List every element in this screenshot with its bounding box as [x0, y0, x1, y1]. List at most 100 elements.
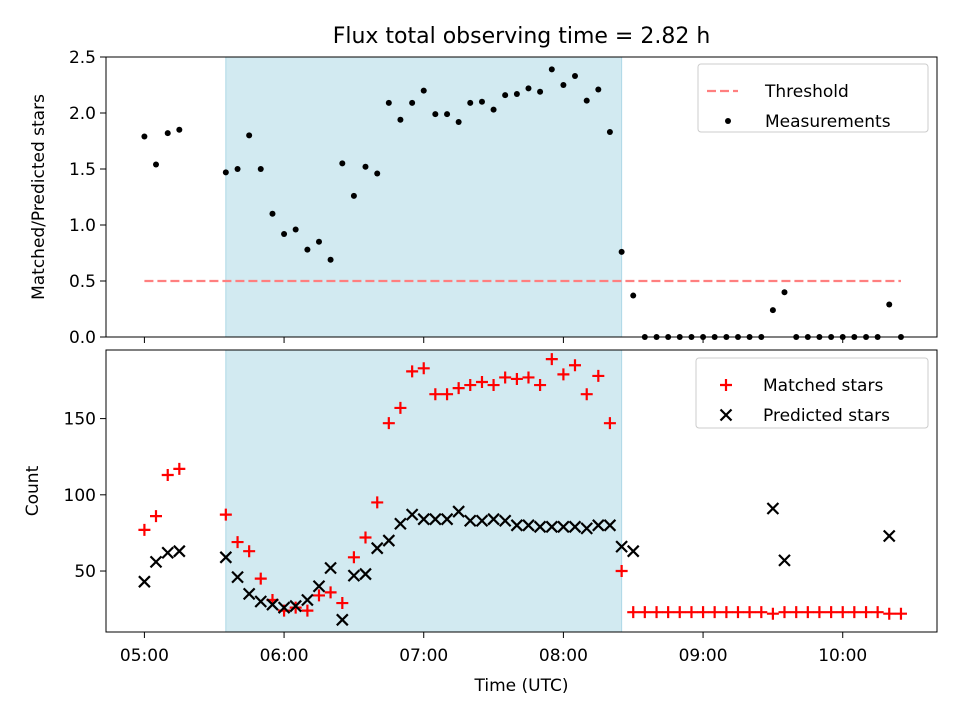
x-axis-label: Time (UTC): [474, 676, 569, 696]
legend-measurement-swatch: [725, 118, 731, 124]
legend-predicted-swatch: [719, 408, 733, 422]
predicted-star-point: [242, 587, 256, 601]
predicted-star-point: [173, 544, 186, 558]
measurement-point: [269, 210, 276, 217]
measurement-point: [583, 97, 590, 104]
bottom-x-ticks: 05:00 06:00 07:00 08:00 09:00 10:00: [120, 632, 867, 666]
predicted-star-point: [394, 517, 407, 531]
matched-star-point: [883, 607, 896, 620]
measurement-point: [630, 292, 637, 299]
matched-star-point: [161, 468, 174, 481]
top-y-tick-label: 1.5: [69, 160, 96, 180]
measurement-point: [618, 248, 625, 255]
x-tick-label: 09:00: [679, 646, 728, 666]
matched-star-point: [662, 606, 675, 619]
top-y-ticks: 0.0 0.5 1.0 1.5 2.0 2.5: [69, 48, 106, 348]
predicted-star-point: [324, 561, 337, 575]
predicted-star-point: [417, 512, 431, 526]
matched-star-point: [150, 510, 162, 523]
bottom-legend: Matched stars Predicted stars: [695, 357, 929, 429]
observing-region-top: [225, 56, 623, 338]
measurement-point: [537, 88, 544, 95]
matched-star-point: [708, 606, 721, 619]
matched-star-point: [801, 606, 814, 619]
top-y-tick-label: 2.5: [69, 48, 96, 68]
matched-star-point: [871, 606, 884, 619]
matched-star-point: [836, 606, 849, 619]
matched-star-point: [731, 606, 744, 619]
measurement-point: [362, 163, 369, 170]
predicted-star-point: [580, 522, 594, 535]
matched-star-point: [382, 417, 395, 430]
matched-star-point: [534, 379, 547, 392]
predicted-star-point: [557, 520, 570, 534]
measurement-point: [339, 160, 346, 167]
predicted-star-point: [626, 544, 640, 558]
measurement-point: [478, 98, 485, 105]
predicted-star-point: [219, 551, 233, 564]
legend-label: Matched stars: [763, 376, 883, 396]
bottom-y-axis-label: Count: [23, 465, 43, 516]
matched-star-point: [510, 372, 523, 385]
measurement-point: [304, 246, 311, 253]
matched-star-point: [766, 607, 779, 620]
matched-star-point: [603, 417, 616, 430]
measurement-point: [525, 85, 532, 92]
x-tick-label: 10:00: [818, 646, 867, 666]
bottom-y-tick-label: 150: [64, 410, 96, 430]
matched-star-point: [545, 353, 558, 366]
x-tick-label: 08:00: [539, 646, 588, 666]
matched-star-point: [557, 368, 570, 381]
measurement-point: [246, 132, 253, 139]
matched-star-point: [743, 606, 756, 619]
matched-star-point: [452, 382, 465, 395]
predicted-star-point: [289, 599, 302, 613]
measurement-point: [490, 106, 497, 113]
top-y-tick-label: 0.5: [69, 272, 96, 292]
measurement-point: [141, 133, 148, 140]
predicted-star-point: [347, 569, 361, 582]
predicted-star-point: [487, 512, 500, 526]
predicted-star-point: [510, 519, 524, 532]
measurement-point: [455, 118, 462, 125]
measurement-point: [234, 166, 241, 172]
measurement-point: [350, 192, 357, 199]
predicted-star-point: [405, 508, 419, 521]
matched-star-point: [627, 606, 640, 619]
matched-star-point: [615, 565, 628, 578]
observing-region-bottom: [225, 349, 623, 633]
matched-star-point: [568, 359, 581, 372]
measurement-point: [292, 226, 299, 233]
matched-star-point: [336, 597, 349, 610]
matched-star-point: [848, 606, 861, 619]
matched-star-point: [173, 462, 186, 475]
legend-box: [697, 63, 929, 133]
x-tick-label: 07:00: [399, 646, 448, 666]
measurement-point: [152, 161, 159, 168]
measurement-point: [513, 90, 520, 97]
measurement-point: [281, 230, 288, 237]
measurement-point: [444, 111, 451, 118]
matched-star-point: [254, 572, 267, 585]
predicted-star-point: [429, 512, 442, 526]
matched-star-point: [441, 388, 454, 401]
predicted-star-point: [336, 613, 349, 627]
predicted-star-point: [475, 514, 489, 528]
predicted-star-point: [149, 555, 163, 569]
measurement-point: [385, 99, 392, 106]
matched-star-point: [522, 371, 535, 384]
top-panel: 0.0 0.5 1.0 1.5 2.0 2.5 Flux total observing …: [29, 24, 938, 348]
matched-star-point: [697, 606, 710, 619]
matched-star-point: [429, 388, 442, 401]
measurement-point: [886, 301, 893, 308]
predicted-star-point: [370, 541, 384, 555]
matched-star-point: [487, 379, 500, 392]
predicted-star-point: [463, 514, 477, 528]
x-tick-label: 06:00: [260, 646, 309, 666]
matched-star-point: [685, 606, 698, 619]
measurement-point: [420, 87, 427, 94]
predicted-star-point: [545, 520, 559, 534]
measurement-point: [432, 111, 439, 118]
